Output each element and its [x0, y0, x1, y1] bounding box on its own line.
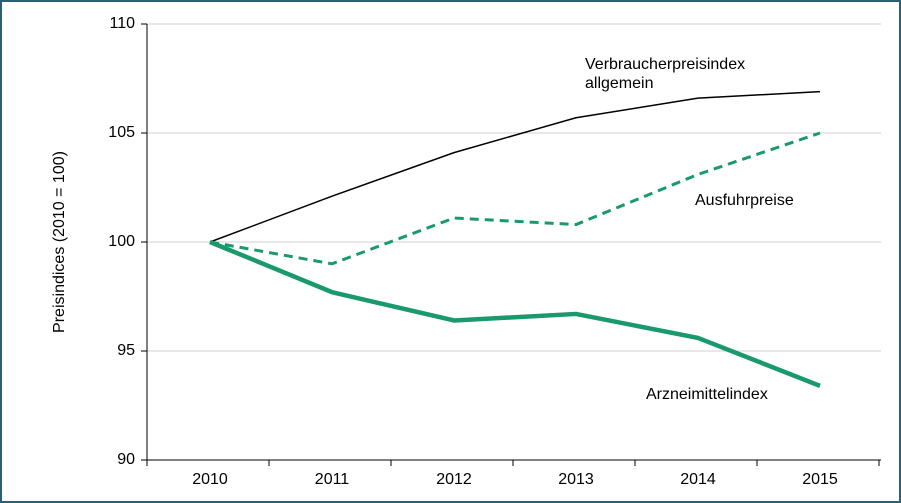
series-label: Arzneimittelindex [646, 386, 768, 403]
y-tick-label: 95 [117, 342, 135, 359]
x-tick-label: 2010 [192, 471, 228, 488]
series-line [209, 239, 821, 388]
x-tick-label: 2013 [558, 471, 594, 488]
x-tick-label: 2015 [802, 471, 838, 488]
x-tick-label: 2011 [315, 471, 350, 488]
y-tick-label: 100 [108, 233, 135, 250]
x-tick-label: 2014 [680, 471, 716, 488]
series-line [209, 131, 821, 266]
series-label: Verbraucherpreisindex allgemein [585, 56, 746, 92]
y-tick-label: 90 [117, 451, 135, 468]
x-tick-label: 2012 [436, 471, 472, 488]
y-axis-label: Preisindices (2010 = 100) [51, 151, 68, 333]
y-tick-label: 110 [109, 15, 135, 32]
y-tick-label: 105 [108, 124, 135, 141]
series-label: Ausfuhrpreise [695, 192, 794, 209]
series-line [209, 90, 821, 243]
